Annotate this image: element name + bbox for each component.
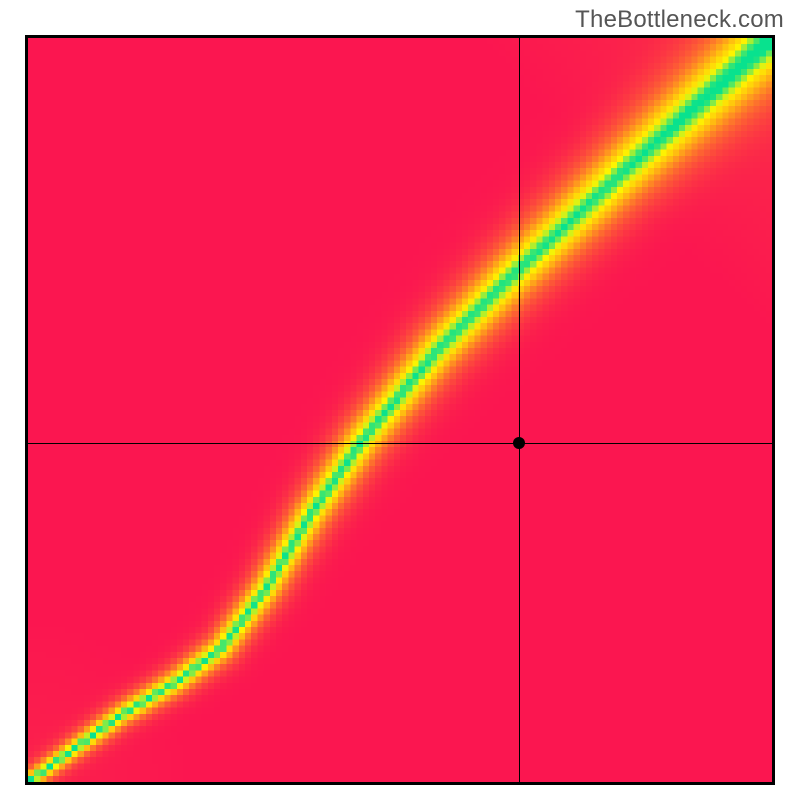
crosshair-marker (513, 437, 525, 449)
crosshair-horizontal (28, 443, 772, 444)
page-root: TheBottleneck.com (0, 0, 800, 800)
heatmap-canvas (28, 38, 772, 782)
watermark-text: TheBottleneck.com (575, 6, 784, 34)
crosshair-vertical (519, 38, 520, 782)
heatmap-chart (25, 35, 775, 785)
